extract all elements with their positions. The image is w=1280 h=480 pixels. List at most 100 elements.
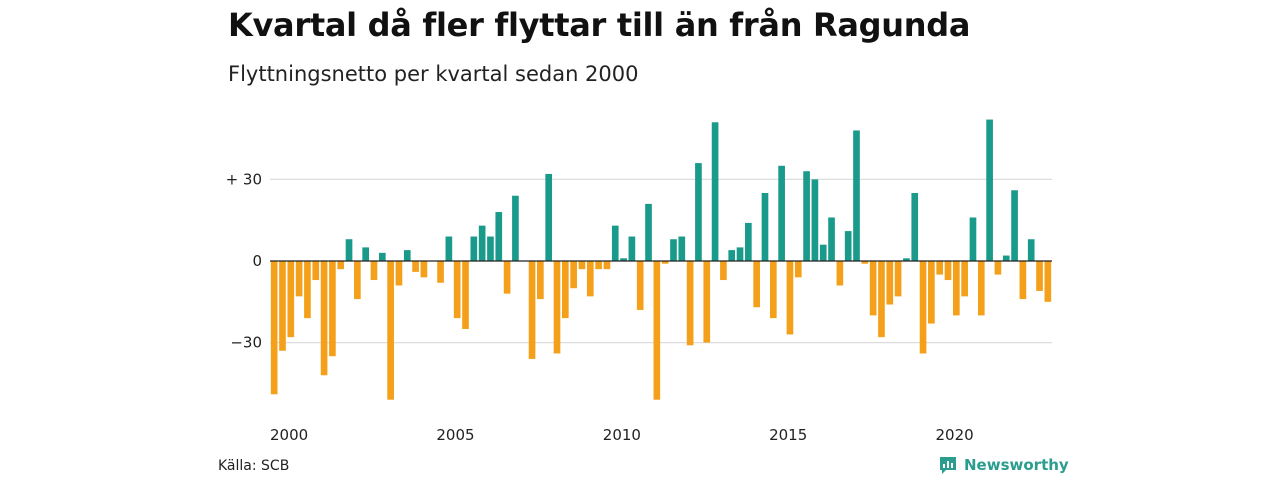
- bar-46: [653, 261, 661, 400]
- y-tick-label: + 30: [226, 170, 262, 188]
- bar-83: [961, 261, 968, 297]
- x-tick-label: 2005: [436, 426, 474, 444]
- bar-37: [578, 261, 586, 270]
- x-tick-label: 2020: [936, 426, 974, 444]
- y-tick-label: 0: [252, 252, 262, 270]
- source-note: Källa: SCB: [218, 458, 290, 474]
- bar-17: [412, 261, 419, 272]
- bar-36: [570, 261, 577, 289]
- bar-88: [1002, 255, 1010, 261]
- bar-50: [686, 261, 694, 346]
- bar-14: [387, 261, 394, 400]
- bar-43: [628, 236, 636, 261]
- bar-20: [437, 261, 444, 283]
- bar-10: [354, 261, 361, 300]
- bars-layer: [270, 119, 1052, 400]
- bar-1: [279, 261, 286, 351]
- bar-56: [736, 247, 744, 261]
- bar-65: [811, 179, 819, 261]
- bar-86: [986, 119, 993, 261]
- bar-79: [928, 261, 935, 324]
- bar-71: [861, 261, 869, 264]
- bar-27: [495, 212, 503, 261]
- bar-54: [720, 261, 727, 281]
- bar-72: [869, 261, 877, 316]
- bar-15: [395, 261, 403, 286]
- bar-8: [337, 261, 345, 270]
- bar-47: [661, 261, 669, 264]
- bar-33: [545, 173, 553, 261]
- bar-75: [894, 261, 902, 297]
- bar-57: [745, 222, 752, 261]
- bar-60: [769, 261, 777, 319]
- bar-84: [969, 217, 977, 261]
- bar-78: [919, 261, 927, 354]
- bar-2: [287, 261, 295, 338]
- bar-25: [478, 225, 486, 261]
- bar-35: [562, 261, 569, 319]
- bar-53: [711, 122, 719, 261]
- x-tick-label: 2015: [769, 426, 807, 444]
- bar-90: [1019, 261, 1027, 300]
- x-tick-label: 2000: [270, 426, 308, 444]
- y-tick-label: −30: [230, 334, 262, 352]
- bar-81: [944, 261, 952, 281]
- brand-name: Newsworthy: [964, 456, 1069, 474]
- bar-73: [878, 261, 885, 338]
- bar-7: [329, 261, 336, 357]
- bar-24: [470, 236, 478, 261]
- bar-34: [553, 261, 561, 354]
- bar-16: [403, 250, 411, 261]
- bar-44: [636, 261, 644, 310]
- chart-title: Kvartal då fler flyttar till än från Rag…: [228, 6, 971, 44]
- chart-subtitle: Flyttningsnetto per kvartal sedan 2000: [228, 62, 639, 86]
- bar-66: [819, 244, 827, 261]
- bar-18: [420, 261, 428, 278]
- bar-68: [836, 261, 844, 286]
- bar-55: [728, 250, 736, 261]
- bar-82: [953, 261, 960, 316]
- bar-6: [320, 261, 328, 376]
- bar-3: [295, 261, 303, 297]
- bar-51: [695, 163, 702, 261]
- bar-0: [270, 261, 278, 395]
- bar-70: [853, 130, 860, 261]
- bar-39: [595, 261, 602, 270]
- bar-23: [462, 261, 469, 329]
- bar-59: [761, 193, 769, 261]
- bar-9: [345, 239, 353, 261]
- bar-48: [670, 239, 677, 261]
- bar-11: [362, 247, 369, 261]
- axis-layer: + 30 0 −30 2000 2005 2010 2015 2020: [226, 170, 1052, 444]
- bar-62: [786, 261, 794, 335]
- bar-91: [1027, 239, 1035, 261]
- bar-61: [778, 165, 785, 261]
- bar-40: [603, 261, 611, 270]
- bar-77: [911, 193, 919, 261]
- bar-49: [678, 236, 686, 261]
- bar-31: [528, 261, 536, 359]
- bar-87: [994, 261, 1002, 275]
- bar-26: [487, 236, 494, 261]
- bar-28: [503, 261, 511, 294]
- bar-76: [903, 258, 910, 261]
- bar-93: [1044, 261, 1052, 302]
- bar-29: [512, 195, 519, 261]
- bar-80: [936, 261, 944, 275]
- bar-63: [794, 261, 802, 278]
- bar-52: [703, 261, 711, 343]
- bar-69: [844, 231, 852, 261]
- bar-85: [977, 261, 985, 316]
- bar-41: [611, 225, 619, 261]
- bar-32: [537, 261, 544, 300]
- bar-92: [1036, 261, 1043, 291]
- bar-21: [445, 236, 453, 261]
- bar-45: [645, 203, 652, 261]
- bar-64: [803, 171, 810, 261]
- newsworthy-logo-icon: [940, 457, 956, 474]
- x-tick-label: 2010: [603, 426, 641, 444]
- bar-12: [370, 261, 378, 281]
- bar-42: [620, 258, 627, 261]
- bar-22: [453, 261, 461, 319]
